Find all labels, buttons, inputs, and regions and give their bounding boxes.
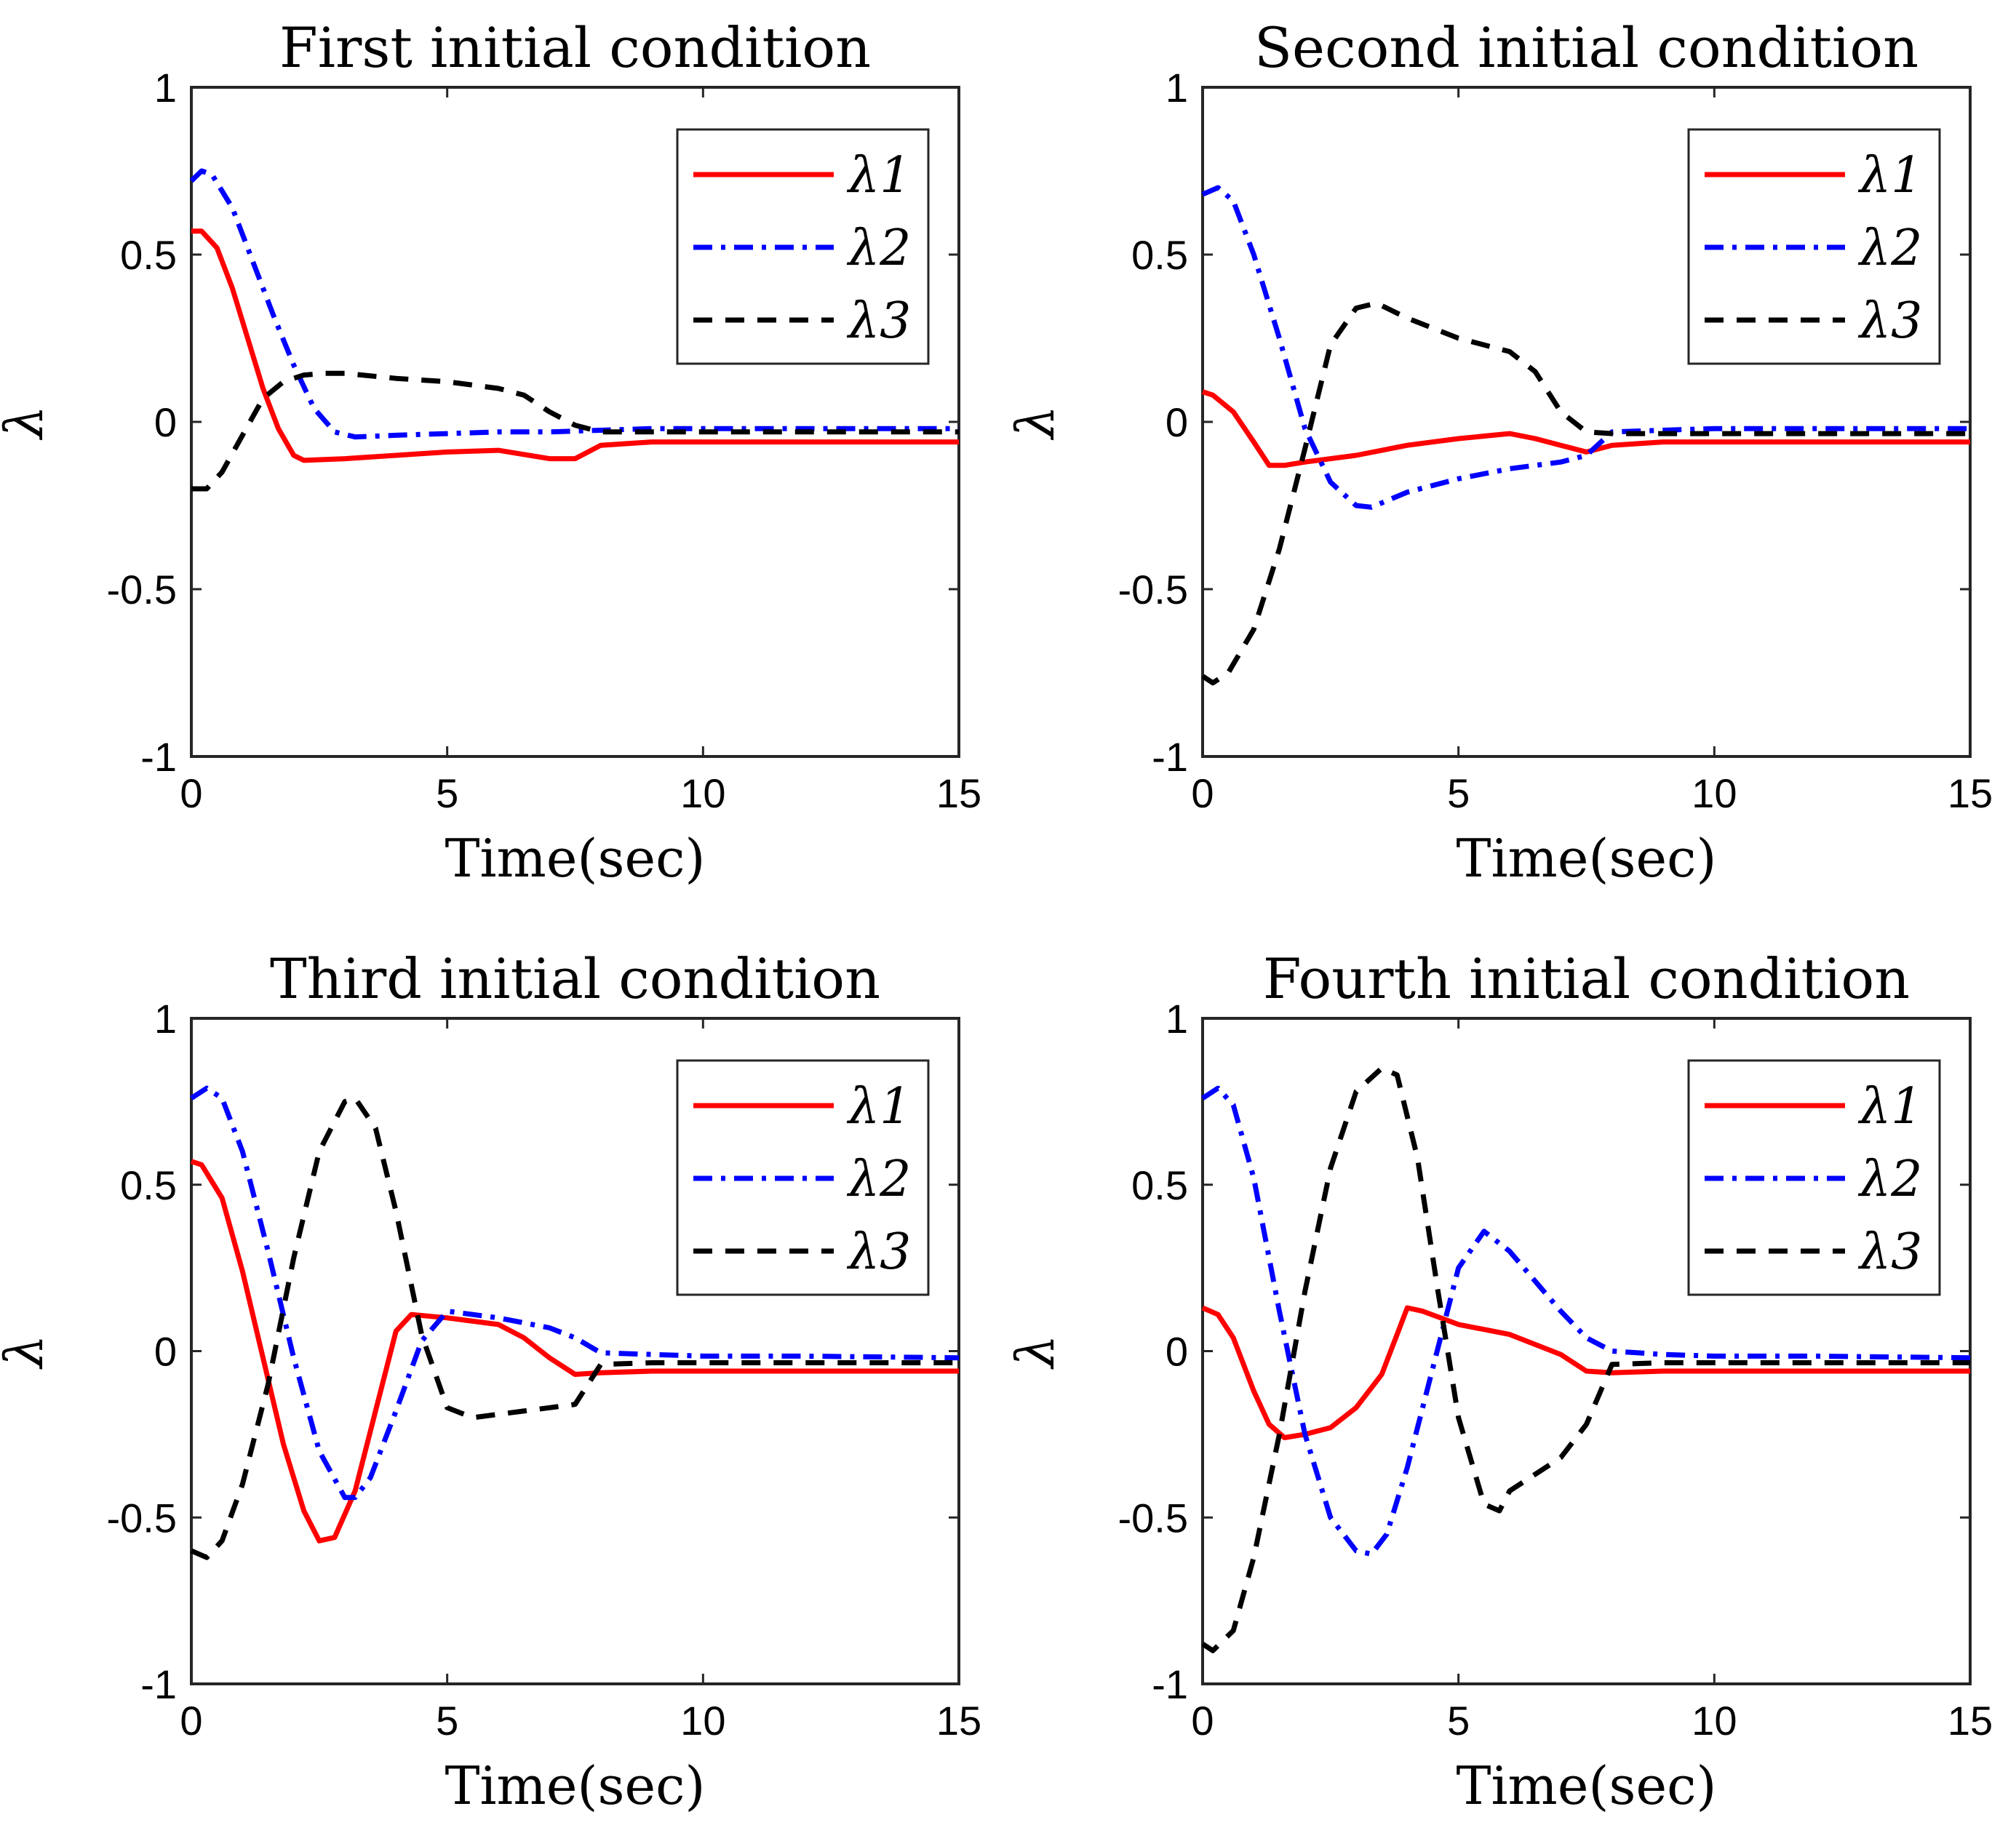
panel-3: Third initial condition 0 5 10 15 1 0.5 0 -0.5 -1…: [0, 946, 981, 1816]
series-line-lambda-1: [190, 1159, 959, 1544]
legend-label-lambda-1: λ1: [1857, 147, 1922, 204]
legend-label-lambda-2: λ2: [1857, 1151, 1922, 1208]
x-tick-label: 5: [436, 1698, 458, 1744]
y-tick-label: 0.5: [1131, 232, 1188, 278]
x-tick-label: 0: [1191, 770, 1214, 816]
legend-label-lambda-3: λ3: [846, 1223, 911, 1281]
panel-4: Fourth initial condition 0 5 10 15 1 0.5 0 -0.5 -…: [1005, 946, 1993, 1816]
y-tick-label: 0.5: [1131, 1162, 1188, 1208]
y-axis-label: λ: [0, 405, 55, 441]
legend-label-lambda-3: λ3: [846, 292, 911, 350]
legend-label-lambda-2: λ2: [846, 220, 911, 277]
series-line-lambda-1: [191, 228, 959, 463]
legend: λ1 λ2 λ3: [676, 128, 930, 365]
y-tick-label: 0: [1166, 1329, 1188, 1375]
y-tick-label: 1: [1166, 996, 1188, 1042]
legend-label-lambda-1: λ1: [1857, 1078, 1922, 1135]
legend: λ1 λ2 λ3: [1687, 128, 1941, 365]
y-axis-label: λ: [1005, 1335, 1066, 1370]
x-tick-label: 10: [680, 770, 725, 816]
x-tick-label: 0: [180, 770, 202, 816]
legend-label-lambda-3: λ3: [1857, 292, 1922, 350]
chart-title: Fourth initial condition: [1263, 946, 1910, 1011]
y-tick-label: -0.5: [107, 1495, 178, 1541]
x-tick-label: 15: [936, 770, 981, 816]
y-tick-label: -1: [140, 1661, 177, 1707]
y-tick-label: -1: [140, 734, 177, 780]
x-tick-label: 10: [1692, 770, 1737, 816]
chart-title: First initial condition: [279, 15, 871, 80]
y-tick-label: 0.5: [120, 232, 177, 278]
x-tick-label: 15: [1948, 770, 1993, 816]
y-tick-label: -0.5: [1118, 1495, 1189, 1541]
panel-2: Second initial condition 0 5 10 15 1 0.5 0 -0.5 -…: [1005, 15, 1993, 889]
y-tick-label: -0.5: [107, 567, 178, 612]
x-axis-label: Time(sec): [1457, 1755, 1717, 1816]
legend: λ1 λ2 λ3: [1687, 1059, 1941, 1296]
x-tick-label: 5: [1447, 770, 1470, 816]
x-tick-label: 0: [180, 1698, 202, 1744]
y-tick-label: 0.5: [120, 1162, 177, 1208]
legend: λ1 λ2 λ3: [676, 1059, 930, 1296]
series-line-lambda-3: [1201, 1066, 1970, 1653]
x-tick-label: 10: [680, 1698, 725, 1744]
x-tick-label: 15: [1948, 1698, 1993, 1744]
series-line-lambda-2: [190, 1085, 960, 1501]
y-tick-label: 1: [154, 65, 177, 111]
x-tick-label: 15: [936, 1698, 981, 1744]
chart-title: Third initial condition: [270, 946, 880, 1011]
x-tick-label: 5: [1447, 1698, 1470, 1744]
legend-label-lambda-1: λ1: [846, 1078, 911, 1135]
y-tick-label: 0: [154, 1329, 177, 1375]
y-axis-label: λ: [1005, 405, 1066, 441]
y-axis-label: λ: [0, 1335, 55, 1370]
series-line-lambda-2: [189, 168, 959, 440]
y-tick-label: -0.5: [1118, 567, 1189, 612]
x-axis-label: Time(sec): [1457, 828, 1717, 889]
legend-label-lambda-1: λ1: [846, 147, 911, 204]
series-line-lambda-2: [1201, 185, 1970, 510]
y-tick-label: 1: [1166, 65, 1188, 111]
x-tick-label: 0: [1191, 1698, 1214, 1744]
x-tick-label: 5: [436, 770, 458, 816]
y-tick-label: 1: [154, 996, 177, 1042]
y-tick-label: -1: [1152, 734, 1188, 780]
series-line-lambda-1: [1201, 1305, 1970, 1440]
x-tick-label: 10: [1692, 1698, 1737, 1744]
legend-label-lambda-3: λ3: [1857, 1223, 1922, 1281]
y-tick-label: 0: [154, 399, 177, 445]
series-line-lambda-3: [190, 1095, 959, 1560]
y-tick-label: 0: [1166, 399, 1188, 445]
series-line-lambda-1: [1201, 389, 1970, 468]
legend-label-lambda-2: λ2: [846, 1151, 911, 1208]
y-tick-label: -1: [1152, 1661, 1188, 1707]
series-line-lambda-3: [191, 370, 959, 492]
panel-1: First initial condition 0 5 10 15 1 0.5 0 -0.5 -1…: [0, 15, 981, 889]
chart-title: Second initial condition: [1254, 15, 1919, 80]
legend-label-lambda-2: λ2: [1857, 220, 1922, 277]
x-axis-label: Time(sec): [445, 1755, 706, 1816]
x-axis-label: Time(sec): [445, 828, 706, 889]
series-line-lambda-2: [1201, 1085, 1971, 1557]
